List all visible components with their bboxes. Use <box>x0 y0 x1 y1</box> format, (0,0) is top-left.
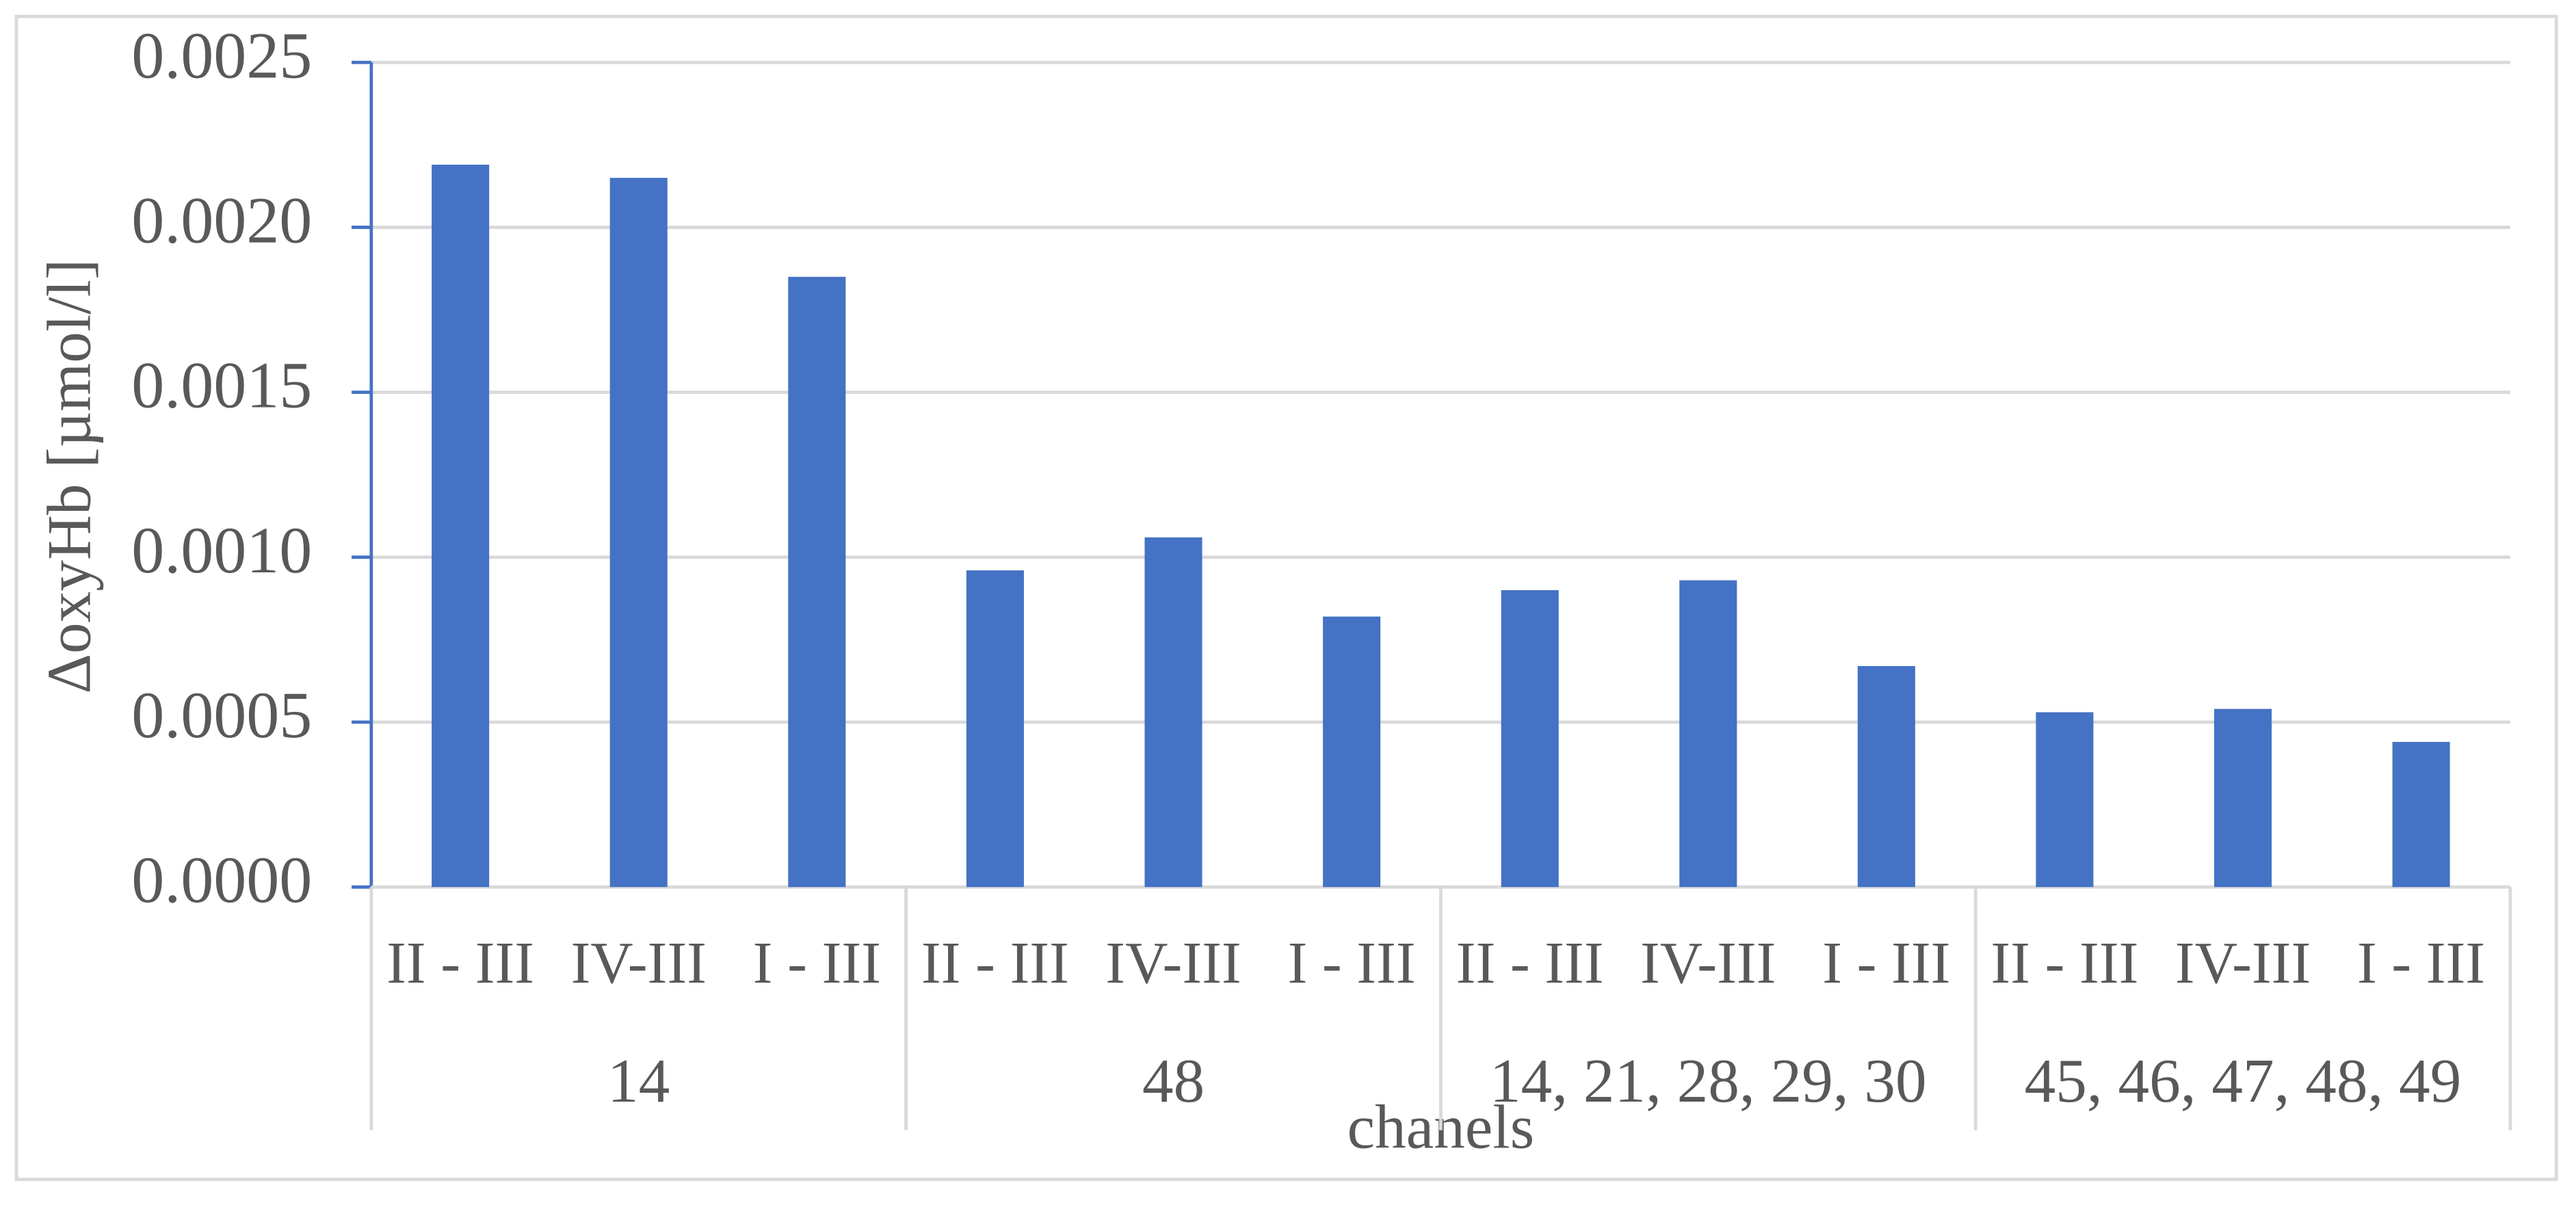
y-tick-label: 0.0005 <box>131 678 312 752</box>
x-tick-label: II - III <box>921 930 1069 996</box>
y-tick-label: 0.0020 <box>131 184 312 257</box>
group-label: 14, 21, 28, 29, 30 <box>1490 1046 1927 1115</box>
y-axis-title: ΔoxyHb [µmol/l] <box>34 259 103 694</box>
x-tick-label: II - III <box>386 930 534 996</box>
x-tick-label: I - III <box>1287 930 1415 996</box>
bar <box>1144 537 1202 888</box>
bar <box>432 164 490 888</box>
x-tick-label: II - III <box>1456 930 1604 996</box>
bar <box>966 570 1024 888</box>
x-tick-label: IV-III <box>570 930 706 996</box>
x-tick-label: IV-III <box>1640 930 1776 996</box>
x-tick-label: I - III <box>1822 930 1950 996</box>
bar <box>1679 580 1737 888</box>
x-tick-label: I - III <box>753 930 881 996</box>
bar <box>788 276 846 888</box>
y-tick-label: 0.0025 <box>131 18 312 92</box>
x-tick-label: IV-III <box>1105 930 1241 996</box>
group-label: 48 <box>1142 1046 1205 1115</box>
bar <box>2392 741 2450 888</box>
chart-border <box>14 14 2558 1182</box>
bar <box>1501 590 1559 888</box>
y-tick-label: 0.0010 <box>131 514 312 587</box>
y-tick-label: 0.0015 <box>131 349 312 422</box>
bar <box>2214 708 2272 888</box>
bar <box>1323 616 1381 888</box>
bar <box>2036 712 2094 888</box>
bar <box>1857 665 1915 888</box>
bar <box>609 178 668 888</box>
x-tick-label: I - III <box>2357 930 2485 996</box>
x-tick-label: II - III <box>1990 930 2138 996</box>
group-label: 14 <box>607 1046 670 1115</box>
y-tick-label: 0.0000 <box>131 843 312 916</box>
group-label: 45, 46, 47, 48, 49 <box>2025 1046 2462 1115</box>
x-tick-label: IV-III <box>2175 930 2311 996</box>
